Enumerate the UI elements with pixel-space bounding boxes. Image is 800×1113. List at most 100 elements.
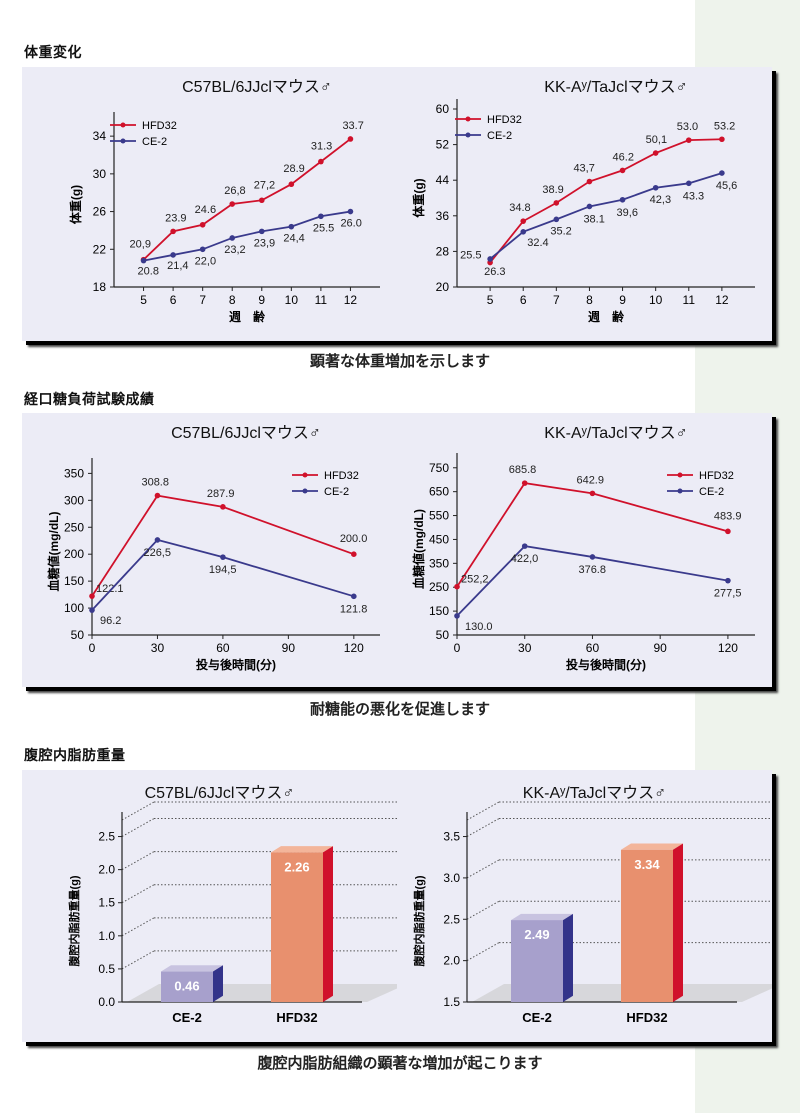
legend-marker-ce-2 (677, 488, 683, 494)
gridline-diagonal (466, 818, 500, 837)
series-line-ce-2 (489, 172, 723, 260)
y-tick-label: 250 (429, 580, 449, 594)
chart-title: C57BL/6JJclマウス♂ (182, 78, 332, 96)
data-point-hfd32 (589, 490, 596, 497)
data-point-hfd32 (454, 583, 460, 590)
x-tick-label: 7 (553, 293, 560, 307)
data-label: 45,6 (716, 180, 737, 192)
legend-label: CE-2 (699, 486, 724, 498)
data-point-ce-2 (351, 593, 357, 600)
x-tick-label: 30 (151, 641, 165, 655)
chart-weight-kk: KK-Aʸ/TaJclマウス♂ 20 28 36 44 52 60 5 6 7 8 9 10 11 12 週 … (411, 78, 755, 324)
data-label: 642.9 (576, 474, 604, 486)
data-label: 33.7 (342, 120, 363, 132)
data-label: 26.3 (484, 266, 505, 278)
bar-side-hfd32 (323, 846, 333, 1002)
data-label: 130.0 (465, 621, 493, 633)
data-point-hfd32 (347, 136, 354, 142)
data-label: 27,2 (254, 179, 275, 191)
data-label: 26.0 (340, 218, 361, 230)
data-label: 25.5 (460, 250, 481, 262)
y-tick-label: 2.5 (443, 912, 460, 926)
bar-hfd32 (271, 852, 323, 1002)
y-tick-label: 550 (429, 509, 449, 523)
data-label: 24.6 (195, 204, 216, 216)
legend-marker-ce-2 (120, 138, 126, 144)
data-point-hfd32 (170, 228, 176, 235)
gridline-diagonal (121, 818, 155, 837)
data-point-hfd32 (220, 504, 226, 510)
data-label: 287.9 (207, 488, 235, 500)
data-label: 53.0 (677, 121, 698, 133)
data-point-hfd32 (586, 178, 593, 185)
data-point-ce-2 (487, 256, 493, 262)
bar-top-ce-2 (161, 965, 223, 972)
data-label: 43,7 (573, 163, 594, 175)
y-tick-label: 350 (429, 556, 449, 570)
legend-marker-hfd32 (302, 472, 308, 478)
data-point-hfd32 (318, 158, 324, 165)
x-axis-label: 投与後時間(分) (566, 657, 646, 672)
bar-top-ce-2 (511, 913, 573, 921)
legend-marker-ce-2 (465, 132, 471, 138)
x-tick-label: 10 (285, 293, 299, 307)
caption-weight: 顕著な体重増加を示します (309, 352, 490, 370)
data-point-hfd32 (553, 200, 560, 206)
caption-fat: 腹腔内脂肪組織の顕著な増加が起こります (257, 1054, 543, 1072)
y-tick-label: 0.5 (98, 962, 115, 976)
x-tick-label: CE-2 (522, 1010, 552, 1025)
bar-value-label: 2.26 (284, 859, 309, 874)
gridline-diagonal (121, 917, 155, 937)
x-tick-label: 90 (654, 641, 668, 655)
data-label: 226,5 (143, 547, 171, 559)
y-tick-label: 200 (64, 547, 84, 561)
data-point-hfd32 (258, 197, 265, 204)
gridline-diagonal (121, 950, 155, 970)
chart-title: KK-Aʸ/TaJclマウス♂ (544, 78, 687, 96)
data-label: 31.3 (311, 141, 332, 153)
x-tick-label: 6 (520, 293, 527, 307)
data-label: 25.5 (313, 222, 334, 234)
y-tick-label: 36 (436, 209, 450, 223)
data-label: 23.9 (165, 212, 186, 224)
chart-ogtt-c57: C57BL/6JJclマウス♂ 50 100 150 200 250 300 350 0 30 60… (46, 424, 380, 672)
caption-ogtt: 耐糖能の悪化を促進します (309, 700, 490, 718)
data-label: 376.8 (578, 564, 606, 576)
y-tick-label: 250 (64, 520, 84, 534)
series-line-ce-2 (456, 545, 729, 617)
x-tick-label: 0 (454, 641, 461, 655)
panel-fat: C57BL/6JJclマウス♂ 0.0 0.5 1.0 1.5 2.0 2.5 腹腔内脂肪重量… (22, 770, 772, 1042)
series-line-hfd32 (142, 138, 351, 261)
panel-ogtt: C57BL/6JJclマウス♂ 50 100 150 200 250 300 350 0 30 60… (22, 413, 772, 687)
series-line-hfd32 (91, 494, 355, 597)
data-point-ce-2 (521, 543, 528, 549)
data-point-hfd32 (89, 593, 95, 599)
chart-fat-c57: C57BL/6JJclマウス♂ 0.0 0.5 1.0 1.5 2.0 2.5 腹腔内脂肪重量… (67, 784, 397, 1025)
x-tick-label: 12 (715, 293, 729, 307)
legend-label: CE-2 (142, 136, 167, 148)
data-point-ce-2 (347, 208, 354, 215)
y-tick-label: 650 (429, 485, 449, 499)
data-point-ce-2 (725, 577, 731, 584)
data-label: 22,0 (195, 255, 216, 267)
data-point-ce-2 (652, 184, 659, 191)
y-tick-label: 28 (436, 244, 450, 258)
x-tick-label: 60 (586, 641, 600, 655)
bar-top-hfd32 (271, 846, 333, 853)
data-label: 34.8 (509, 202, 530, 214)
x-tick-label: HFD32 (626, 1010, 667, 1025)
chart-title: KK-Aʸ/TaJclマウス♂ (544, 424, 687, 442)
data-point-ce-2 (619, 196, 626, 203)
y-tick-label: 60 (436, 102, 450, 116)
data-point-hfd32 (351, 551, 357, 557)
x-tick-label: 9 (258, 293, 265, 307)
x-tick-label: CE-2 (172, 1010, 202, 1025)
legend-marker-ce-2 (302, 488, 308, 494)
data-point-ce-2 (89, 607, 95, 613)
data-label: 122.1 (96, 583, 124, 595)
x-tick-label: 9 (619, 293, 626, 307)
data-label: 28.9 (283, 163, 304, 175)
legend-marker-hfd32 (465, 116, 471, 122)
y-tick-label: 100 (64, 601, 84, 615)
chart-title: C57BL/6JJclマウス♂ (145, 784, 295, 802)
